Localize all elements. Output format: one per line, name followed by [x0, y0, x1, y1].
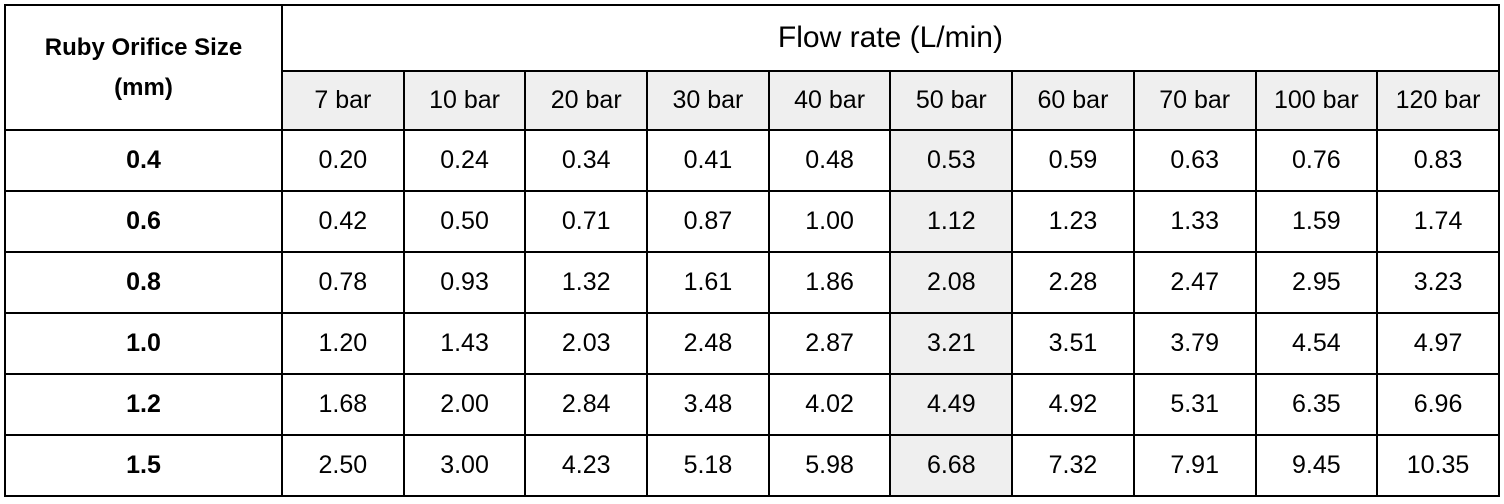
- flow-rate-cell: 1.33: [1132, 190, 1257, 253]
- flow-rate-cell: 1.61: [646, 251, 770, 314]
- table-row: 1.5 2.50 3.00 4.23 5.18 5.98 6.68 7.32 7.91 9.45 1…: [4, 434, 1500, 497]
- pressure-header: 30 bar: [646, 70, 770, 131]
- flow-rate-cell: 2.08: [889, 251, 1014, 314]
- flow-rate-cell: 1.74: [1376, 190, 1500, 253]
- flow-rate-cell: 4.23: [524, 434, 649, 497]
- flow-rate-cell: 9.45: [1254, 434, 1379, 497]
- flow-rate-cell: 2.87: [767, 312, 892, 375]
- table-row: 0.4 0.20 0.24 0.34 0.41 0.48 0.53 0.59 0.63 0.76 0…: [4, 129, 1500, 192]
- flow-rate-cell: 3.48: [646, 373, 770, 436]
- flow-rate-cell: 7.32: [1011, 434, 1135, 497]
- flow-rate-cell: 4.97: [1376, 312, 1500, 375]
- orifice-size-cell: 1.2: [4, 373, 283, 436]
- orifice-size-cell: 1.5: [4, 434, 283, 497]
- flow-rate-cell: 5.98: [767, 434, 892, 497]
- flow-rate-cell: 1.12: [889, 190, 1014, 253]
- flow-rate-cell: 0.50: [402, 190, 527, 253]
- flow-rate-cell: 0.24: [402, 129, 527, 192]
- flow-rate-cell: 1.43: [402, 312, 527, 375]
- flow-rate-cell: 0.76: [1254, 129, 1379, 192]
- table-row: 0.6 0.42 0.50 0.71 0.87 1.00 1.12 1.23 1.33 1.59 1…: [4, 190, 1500, 253]
- flow-rate-cell: 4.49: [889, 373, 1014, 436]
- flow-rate-cell: 6.68: [889, 434, 1014, 497]
- flow-rate-cell: 1.00: [767, 190, 892, 253]
- flow-rate-cell: 0.78: [281, 251, 405, 314]
- flow-rate-cell: 0.59: [1011, 129, 1135, 192]
- table-row: 1.0 1.20 1.43 2.03 2.48 2.87 3.21 3.51 3.79 4.54 4…: [4, 312, 1500, 375]
- pressure-header: 40 bar: [767, 70, 892, 131]
- orifice-size-header-line2: (mm): [114, 73, 173, 101]
- flow-rate-cell: 2.50: [281, 434, 405, 497]
- flow-rate-cell: 3.51: [1011, 312, 1135, 375]
- orifice-size-cell: 0.8: [4, 251, 283, 314]
- pressure-header: 7 bar: [281, 70, 405, 131]
- pressure-header-row: 7 bar 10 bar 20 bar 30 bar 40 bar 50 bar…: [5, 70, 1500, 131]
- pressure-header: 10 bar: [402, 70, 527, 131]
- flow-rate-cell: 0.48: [767, 129, 892, 192]
- pressure-header: 50 bar: [889, 70, 1014, 131]
- flow-rate-cell: 2.03: [524, 312, 649, 375]
- flow-rate-cell: 1.86: [767, 251, 892, 314]
- flow-rate-cell: 0.87: [646, 190, 770, 253]
- flow-rate-cell: 0.41: [646, 129, 770, 192]
- flow-rate-cell: 2.28: [1011, 251, 1135, 314]
- header-row-top: Ruby Orifice Size (mm) Flow rate (L/min): [4, 4, 1500, 131]
- flow-rate-header: Flow rate (L/min): [281, 4, 1500, 72]
- flow-rate-cell: 1.68: [281, 373, 405, 436]
- pressure-header: 70 bar: [1132, 70, 1257, 131]
- table-row: 1.2 1.68 2.00 2.84 3.48 4.02 4.49 4.92 5.31 6.35 6…: [4, 373, 1500, 436]
- orifice-size-cell: 0.6: [4, 190, 283, 253]
- flow-rate-cell: 3.23: [1376, 251, 1500, 314]
- pressure-header: 120 bar: [1376, 70, 1500, 131]
- flow-rate-cell: 6.96: [1376, 373, 1500, 436]
- table-body: 0.4 0.20 0.24 0.34 0.41 0.48 0.53 0.59 0.63 0.76 0…: [4, 129, 1500, 497]
- flow-rate-cell: 2.95: [1254, 251, 1379, 314]
- flow-rate-cell: 0.63: [1132, 129, 1257, 192]
- table-row: 0.8 0.78 0.93 1.32 1.61 1.86 2.08 2.28 2.47 2.95 3…: [4, 251, 1500, 314]
- flow-rate-cell: 4.92: [1011, 373, 1135, 436]
- flow-rate-table: Ruby Orifice Size (mm) Flow rate (L/min)…: [4, 4, 1500, 497]
- flow-rate-cell: 3.21: [889, 312, 1014, 375]
- flow-rate-cell: 2.48: [646, 312, 770, 375]
- flow-rate-cell: 10.35: [1376, 434, 1500, 497]
- flow-rate-cell: 0.71: [524, 190, 649, 253]
- orifice-size-cell: 1.0: [4, 312, 283, 375]
- flow-rate-cell: 4.02: [767, 373, 892, 436]
- flow-rate-cell: 0.42: [281, 190, 405, 253]
- pressure-header: 60 bar: [1011, 70, 1135, 131]
- flow-rate-cell: 0.83: [1376, 129, 1500, 192]
- flow-rate-cell: 7.91: [1132, 434, 1257, 497]
- orifice-size-header: Ruby Orifice Size (mm): [4, 4, 283, 131]
- flow-rate-cell: 2.00: [402, 373, 527, 436]
- flow-rate-cell: 3.79: [1132, 312, 1257, 375]
- flow-rate-cell: 0.20: [281, 129, 405, 192]
- flow-rate-cell: 0.34: [524, 129, 649, 192]
- flow-rate-cell: 4.54: [1254, 312, 1379, 375]
- pressure-header: 100 bar: [1254, 70, 1379, 131]
- flow-rate-cell: 0.53: [889, 129, 1014, 192]
- flow-rate-cell: 5.31: [1132, 373, 1257, 436]
- flow-rate-cell: 1.32: [524, 251, 649, 314]
- flow-rate-cell: 0.93: [402, 251, 527, 314]
- pressure-header: 20 bar: [524, 70, 649, 131]
- orifice-size-header-line1: Ruby Orifice Size: [44, 33, 243, 61]
- flow-rate-cell: 2.47: [1132, 251, 1257, 314]
- flow-rate-cell: 2.84: [524, 373, 649, 436]
- flow-rate-cell: 1.23: [1011, 190, 1135, 253]
- flow-rate-cell: 3.00: [402, 434, 527, 497]
- orifice-size-cell: 0.4: [4, 129, 283, 192]
- flow-rate-cell: 1.20: [281, 312, 405, 375]
- flow-rate-cell: 1.59: [1254, 190, 1379, 253]
- flow-rate-cell: 5.18: [646, 434, 770, 497]
- flow-rate-cell: 6.35: [1254, 373, 1379, 436]
